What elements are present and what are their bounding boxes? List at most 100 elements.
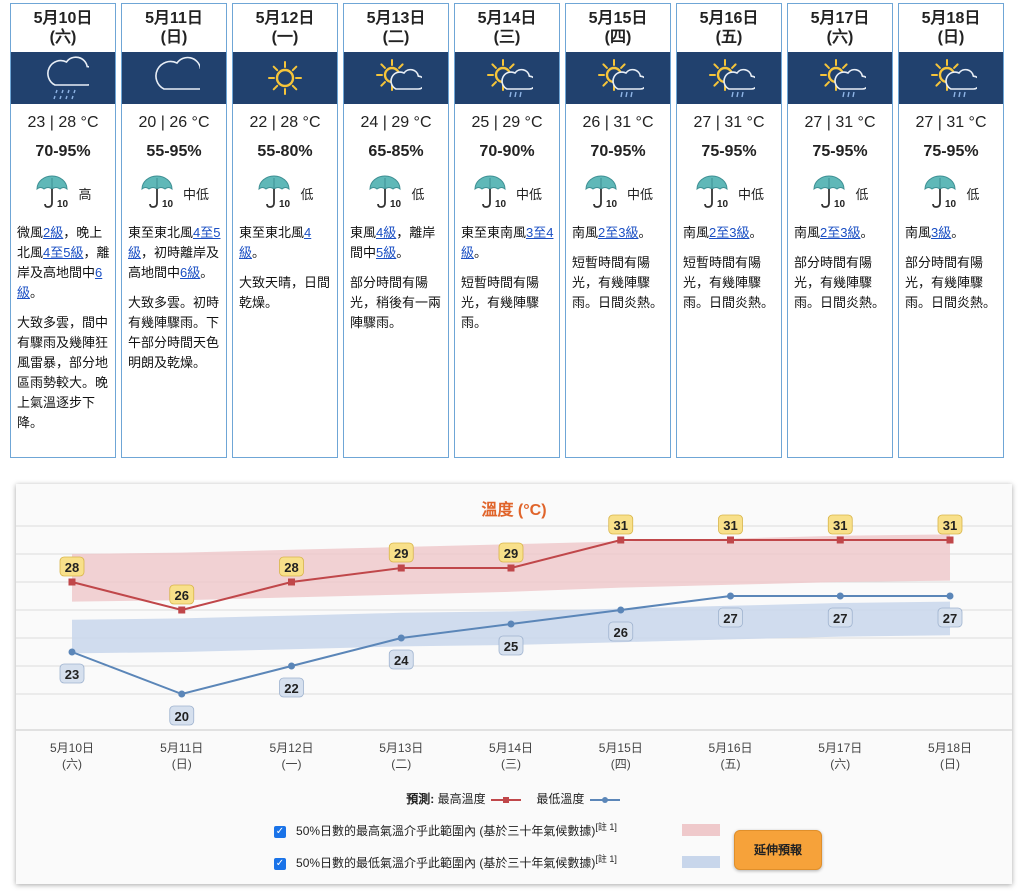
uv-index-number: 10: [606, 199, 618, 209]
min-temp-label-box: [59, 663, 85, 684]
forecast-card: 5月18日 (日) 27 | 31 °C 75-95% 10 低 南風3級。 部…: [898, 3, 1004, 458]
card-date-label: 5月14日: [477, 10, 537, 27]
forecast-card: 5月10日 (六) 23 | 28 °C 70-95% 10 高 微風2級，晚上…: [10, 3, 116, 458]
min-temp-point: [507, 620, 515, 628]
min-temp-point: [288, 662, 295, 670]
max-temp-point: [507, 564, 515, 572]
x-tick-label: 5月12日: [269, 741, 313, 755]
card-date: 5月11日 (日): [122, 9, 226, 47]
wind-force-link[interactable]: 3級: [931, 225, 952, 240]
max-temp-label-box: [169, 584, 195, 605]
x-tick-weekday: (二): [391, 757, 411, 771]
max-temp-point: [288, 578, 295, 586]
uv-indicator: 10 中低: [122, 175, 226, 211]
wind-force-link[interactable]: 2至3級: [709, 225, 750, 240]
forecast-card: 5月11日 (日) 20 | 26 °C 55-95% 10 中低 東至東北風4…: [121, 3, 227, 458]
max-temp-point: [397, 564, 405, 572]
max-temp-label: 31: [833, 518, 847, 533]
umbrella-icon: 10: [583, 173, 623, 214]
card-humidity: 75-95%: [812, 143, 868, 160]
wind-force-link[interactable]: 4級: [239, 225, 312, 260]
x-tick-weekday: (三): [501, 757, 521, 771]
min-temp-label-box: [169, 705, 195, 726]
uv-level: 高: [78, 186, 92, 202]
wind-text: 微風: [17, 225, 44, 240]
sun-shower-icon: [677, 52, 781, 104]
wind-force-link[interactable]: 6級: [180, 265, 201, 280]
card-date: 5月17日 (六): [788, 9, 892, 47]
min-temp-label-box: [279, 677, 304, 698]
wind-force-link[interactable]: 5級: [376, 245, 397, 260]
legend-max-line: [491, 796, 521, 803]
min-temp-label: 27: [943, 611, 957, 626]
card-description: 短暫時間有陽光，有幾陣驟雨。: [461, 275, 540, 330]
rain-cloud-icon: [11, 52, 115, 104]
max-temp-point: [946, 536, 954, 544]
card-description: 部分時間有陽光，有幾陣驟雨。日間炎熱。: [905, 255, 997, 310]
x-tick-label: 5月16日: [708, 741, 752, 755]
max-temp-label-box: [608, 514, 634, 535]
card-weekday: (六): [826, 29, 854, 46]
wind-force-link[interactable]: 4至5級: [128, 225, 221, 260]
uv-indicator: 10 中低: [677, 175, 781, 211]
min-temp-label-box: [937, 607, 963, 628]
min-band-checkbox[interactable]: ✓: [274, 857, 286, 870]
card-weekday: (一): [271, 29, 299, 46]
max-band-legend[interactable]: ✓ 50%日數的最高氣溫介乎此範圍內 (基於三十年氣候數據)[註 1]: [274, 820, 754, 839]
card-wind: 南風3級。: [899, 223, 1003, 243]
min-band-note[interactable]: [註 1]: [595, 854, 617, 864]
card-wind: 東至東南風3至4級。: [455, 223, 559, 263]
card-date: 5月18日 (日): [899, 9, 1003, 47]
max-band-checkbox[interactable]: ✓: [274, 825, 286, 838]
max-temp-label: 29: [504, 546, 518, 561]
card-weekday: (日): [937, 29, 965, 46]
umbrella-icon: 10: [256, 173, 296, 214]
card-wind: 東至東北風4至5級，初時離岸及高地間中6級。: [122, 223, 226, 283]
card-humidity: 55-80%: [257, 143, 313, 160]
max-temp-label-box: [827, 514, 853, 535]
card-wind: 微風2級，晚上北風4至5級，離岸及高地間中6級。: [11, 223, 115, 303]
sun-shower-icon: [788, 52, 892, 104]
min-temp-point: [617, 606, 625, 614]
umbrella-icon: 10: [694, 173, 734, 214]
x-tick-label: 5月11日: [160, 741, 203, 755]
forecast-card: 5月13日 (二) 24 | 29 °C 65-85% 10 低 東風4級，離岸…: [343, 3, 449, 458]
umbrella-icon: 10: [922, 173, 962, 214]
wind-text: 。: [396, 245, 410, 260]
min-temp-label: 24: [394, 653, 409, 668]
card-weekday: (五): [715, 29, 743, 46]
max-band-note[interactable]: [註 1]: [595, 822, 617, 832]
uv-index-number: 10: [390, 199, 402, 209]
min-band-legend[interactable]: ✓ 50%日數的最低氣溫介乎此範圍內 (基於三十年氣候數據)[註 1]: [274, 852, 754, 871]
card-temperature: 23 | 28 °C: [27, 114, 99, 131]
uv-level: 低: [855, 186, 869, 202]
uv-index-number: 10: [162, 199, 174, 209]
min-temp-label-box: [388, 649, 414, 670]
wind-force-link[interactable]: 4至5級: [43, 245, 84, 260]
uv-level: 低: [411, 186, 425, 202]
wind-force-link[interactable]: 6級: [17, 265, 103, 300]
x-tick-label: 5月15日: [599, 741, 643, 755]
card-description: 部分時間有陽光，有幾陣驟雨。日間炎熱。: [794, 255, 886, 310]
x-tick-weekday: (六): [62, 757, 82, 771]
uv-level: 低: [300, 186, 314, 202]
x-tick-weekday: (日): [172, 757, 192, 771]
wind-force-link[interactable]: 3至4級: [461, 225, 554, 260]
uv-indicator: 10 低: [899, 175, 1003, 211]
wind-force-link[interactable]: 4級: [376, 225, 397, 240]
umbrella-icon: 10: [472, 173, 512, 214]
sun-icon: [233, 52, 337, 104]
card-date-label: 5月17日: [810, 10, 870, 27]
wind-text: 東至東南風: [461, 225, 527, 240]
sun-shower-icon: [455, 52, 559, 104]
card-wind: 南風2至3級。: [566, 223, 670, 243]
min-temp-label: 27: [723, 611, 737, 626]
wind-force-link[interactable]: 2至3級: [820, 225, 861, 240]
wind-force-link[interactable]: 2至3級: [598, 225, 639, 240]
extend-forecast-button[interactable]: 延伸預報: [734, 830, 822, 870]
legend-min-label: 最低溫度: [536, 792, 585, 806]
wind-text: 。: [200, 265, 214, 280]
x-tick-label: 5月18日: [928, 741, 972, 755]
wind-force-link[interactable]: 2級: [43, 225, 64, 240]
max-temp-label-box: [718, 514, 743, 535]
